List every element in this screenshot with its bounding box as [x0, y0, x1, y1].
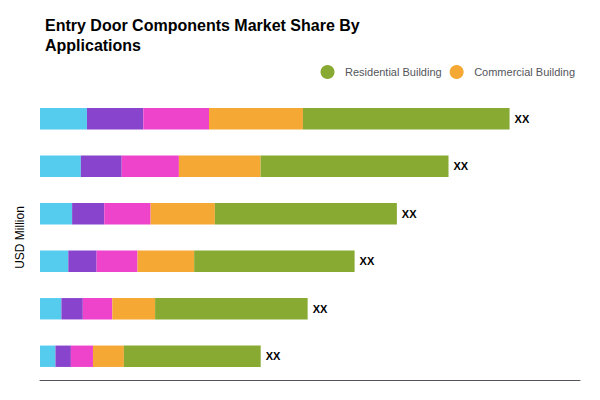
svg-text:Applications: Applications: [45, 37, 141, 54]
svg-text:XX: XX: [266, 350, 281, 362]
svg-text:XX: XX: [313, 303, 328, 315]
svg-text:Commercial Building: Commercial Building: [474, 66, 575, 78]
svg-text:USD Million: USD Million: [13, 206, 27, 269]
svg-text:XX: XX: [360, 255, 375, 267]
svg-text:Residential Building: Residential Building: [345, 66, 442, 78]
svg-text:Entry Door Components Market S: Entry Door Components Market Share By: [45, 17, 360, 34]
svg-text:XX: XX: [454, 160, 469, 172]
svg-text:XX: XX: [515, 113, 530, 125]
svg-text:XX: XX: [402, 208, 417, 220]
